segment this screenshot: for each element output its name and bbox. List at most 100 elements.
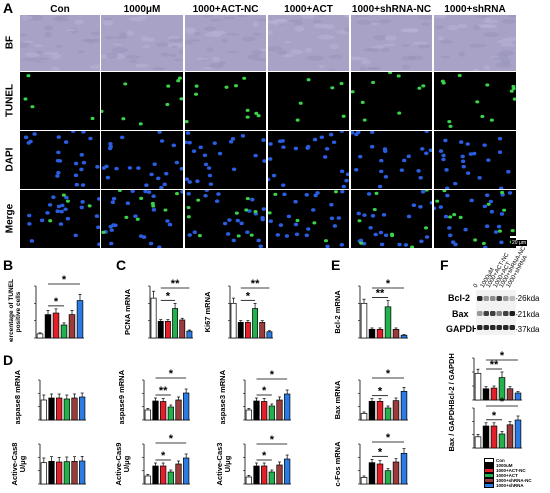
blot-image [476,290,516,335]
blot-band [503,311,509,316]
y-axis-label: Ki67 mRNA [203,291,212,332]
bar [160,465,167,485]
bar [144,409,151,421]
blot-band [490,296,496,301]
bar [71,460,78,485]
legend-swatch [484,482,494,489]
blot-band [477,311,483,316]
bar [245,409,252,421]
band-kda-gapdh: -37kda [515,325,540,334]
chart-e2: Bax mRNA * * [330,366,410,429]
row-label: DAPI [4,147,16,172]
bar [167,471,174,485]
bar [284,393,291,421]
bar [71,397,78,421]
band-kda-bax: -21kda [515,310,540,319]
y-axis-label: PCNA mRNA [123,288,132,335]
chart-e1: Bcl-2 mRNA ** * [330,272,410,347]
micrograph-dapi-5 [351,131,432,189]
panel-c-letter: C [116,257,127,273]
blot-band [496,325,502,330]
bar [244,322,251,339]
significance-mark: * [161,450,166,462]
bar [490,387,498,401]
micrograph-bf-2 [101,15,183,71]
significance-mark: * [378,446,383,458]
bar [186,330,193,339]
significance-mark: * [54,296,59,308]
significance-mark: * [386,368,391,380]
blot-band [509,325,515,330]
significance-mark: ** [171,278,180,290]
column-header: 1000+ACT-NC [192,4,259,15]
scale-bar [510,236,526,238]
bar [266,331,273,339]
bar [230,302,237,339]
chart-d3: Caspase3 mRNA * * [215,366,293,430]
chart-d1: Caspase8 mRNA [10,366,88,430]
micrograph-dapi-6 [434,131,516,189]
bar [36,333,44,339]
blot-band [477,325,483,330]
bar [376,328,384,339]
blot-lane-label: 0 [472,283,480,289]
blot-band [483,296,489,301]
bar [400,452,408,485]
micrograph-tunel-4 [268,72,349,130]
row-label: TUNEL [4,83,16,118]
legend-label: 1000+ACT-NC [496,468,526,473]
bar [152,400,159,421]
bar [268,471,275,485]
significance-mark: * [166,290,171,302]
micrograph-tunel-2 [101,72,183,130]
bar [368,400,376,421]
y-axis-label: Bcl-2 mRNA [333,290,342,334]
blot-band [509,311,515,316]
significance-mark: ** [376,288,385,300]
micrograph-tunel-5 [351,72,432,130]
panel-d-letter: D [3,352,14,368]
significance-mark: * [169,368,174,380]
bar [157,321,164,339]
significance-mark: * [386,432,391,444]
significance-mark: * [270,369,275,381]
bar [368,328,376,339]
blot-band [477,296,483,301]
bar [40,462,47,485]
legend: Con 1000uM 1000+ACT-NC 1000+ACT 1000+shRNA-N… [484,457,532,489]
bar [237,322,244,339]
column-header: Con [50,4,70,15]
blot-band [496,311,502,316]
micrograph-merge-3 [185,190,266,248]
bar [392,328,400,339]
bar [152,465,159,485]
bar [384,407,392,421]
chart-d6: Active-Cas3U/μg * * [215,430,293,493]
significance-mark: * [262,385,267,397]
bar [392,400,400,421]
y-axis-label: percentage of TUNELpositive cells [8,279,22,342]
bar [482,425,490,449]
bar [48,397,55,421]
y-axis-label: Active-Cas3U/μg [215,443,232,486]
bar [384,306,392,339]
bar [150,297,157,339]
micrograph-merge-2 [101,190,183,248]
blot-band [483,325,489,330]
micrograph-merge-1 [20,190,100,248]
chart-d5: Active-Cas9U/μg * * [114,430,192,493]
bar [514,419,522,449]
bar [360,476,368,485]
bar [506,424,514,449]
band-label-gapdh: GAPDH [446,324,479,334]
y-axis-label: Caspase9 mRNA [117,369,126,424]
micrograph-bf-3 [185,15,266,71]
blot-band [503,296,509,301]
chart-d2: Caspase9 mRNA ** * [114,366,192,430]
band-label-bcl2: Bcl-2 [448,293,471,303]
bar [52,312,60,339]
bar [252,308,259,339]
bar [261,465,268,485]
y-axis-label: Bax / GAPDH [447,404,456,451]
bar [60,324,68,339]
